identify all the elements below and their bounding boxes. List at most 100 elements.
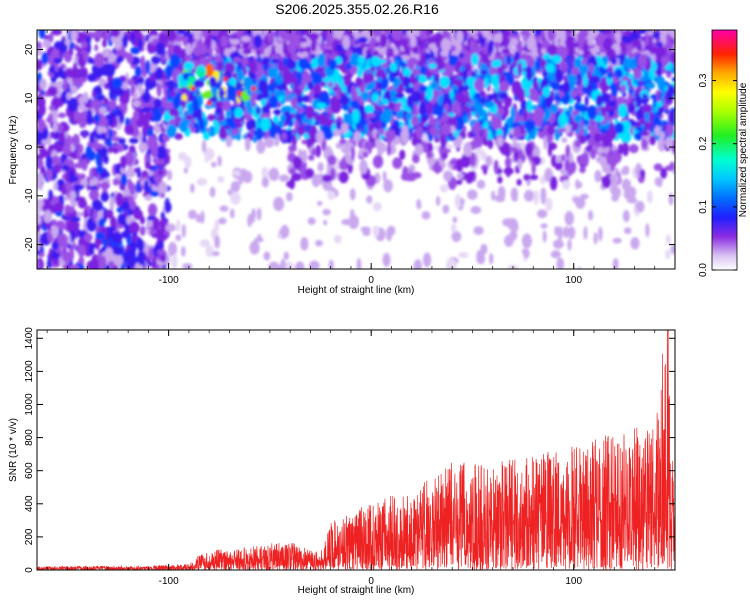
heatmap-cell — [466, 76, 477, 87]
heatmap-cell — [57, 112, 67, 119]
heatmap-cell — [561, 137, 568, 143]
heatmap-cell — [224, 117, 233, 127]
heatmap-cell — [572, 196, 580, 204]
heatmap-cell — [350, 99, 360, 110]
heatmap-cell — [393, 81, 399, 90]
heatmap-cell — [104, 30, 111, 41]
snr-y-axis-label: SNR (10 * v/v) — [8, 418, 19, 482]
heatmap-cell — [134, 65, 142, 78]
heatmap-cell — [537, 209, 548, 219]
heatmap-cell — [408, 64, 414, 71]
heatmap-cell — [308, 154, 315, 161]
heatmap-cell — [400, 128, 410, 144]
heatmap-cell — [622, 209, 630, 223]
heatmap-cell — [564, 123, 571, 134]
heatmap-cell — [623, 57, 634, 70]
heatmap-cell — [154, 66, 163, 81]
heatmap-cell — [543, 135, 548, 150]
heatmap-cell — [242, 48, 252, 55]
heatmap-hotspot — [251, 86, 257, 92]
heatmap-cell — [620, 168, 630, 176]
heatmap-cell — [504, 97, 512, 109]
heatmap-cell — [143, 115, 150, 130]
heatmap-cell — [342, 74, 352, 87]
heatmap-cell — [454, 193, 462, 209]
heatmap-cell — [282, 56, 288, 67]
heatmap-cell — [273, 196, 285, 212]
heatmap-cell — [168, 80, 175, 92]
heatmap-cell — [79, 67, 88, 79]
heatmap-cell — [146, 220, 155, 227]
heatmap-cell — [636, 39, 642, 52]
colorbar-tick-label: 0.2 — [698, 136, 709, 150]
heatmap-cell — [288, 178, 295, 190]
heatmap-cell — [356, 258, 362, 269]
heatmap-cell — [253, 34, 263, 49]
heatmap-cell — [166, 169, 173, 181]
heatmap-cell — [516, 178, 522, 186]
heatmap-cell — [37, 131, 42, 146]
heatmap-cell — [118, 137, 126, 145]
heatmap-cell — [665, 249, 671, 260]
heatmap-cell — [601, 92, 611, 103]
heatmap-cell — [161, 54, 166, 62]
heatmap-cell — [635, 200, 645, 213]
heatmap-cell — [261, 176, 270, 188]
heatmap-cell — [411, 46, 419, 54]
heatmap-cell — [353, 131, 361, 143]
heatmap-cell — [545, 197, 553, 212]
snr-series-line — [37, 330, 675, 570]
heatmap-cell — [564, 211, 575, 226]
heatmap-cell — [428, 63, 438, 69]
heatmap-cell — [601, 161, 609, 173]
heatmap-cell — [481, 53, 490, 66]
heatmap-cell — [440, 135, 447, 149]
heatmap-cell — [599, 124, 605, 130]
heatmap-cell — [155, 264, 161, 269]
snr-y-tick-label: 1000 — [24, 393, 35, 416]
heatmap-cell — [525, 55, 535, 69]
heatmap-cell — [119, 218, 128, 225]
heatmap-cell — [54, 64, 59, 72]
heatmap-cell — [562, 226, 570, 238]
heatmap-cell — [67, 97, 79, 113]
snr-y-tick-label: 600 — [24, 462, 35, 479]
heatmap-cell — [136, 76, 145, 85]
heatmap-cell — [145, 60, 151, 75]
heatmap-cell — [300, 42, 308, 48]
heatmap-cell — [343, 112, 350, 127]
heatmap-cell — [340, 123, 349, 134]
heatmap-cell — [285, 192, 293, 202]
heatmap-cell — [267, 30, 274, 43]
heatmap-cell — [497, 175, 503, 184]
heatmap-cell — [603, 55, 609, 65]
heatmap-cell — [156, 249, 167, 256]
heatmap-cell — [139, 225, 146, 236]
heatmap-cell — [144, 194, 153, 201]
heatmap-cell — [574, 140, 581, 148]
heatmap-cell — [64, 205, 76, 214]
heatmap-cell — [426, 150, 434, 159]
heatmap-cell — [626, 44, 633, 53]
heatmap-cell — [218, 125, 226, 140]
heatmap-cell — [61, 94, 68, 104]
heatmap-cell — [549, 176, 558, 191]
heatmap-cell — [70, 30, 78, 41]
heatmap-cell — [582, 73, 589, 88]
heatmap-y-tick-label: -20 — [24, 237, 35, 252]
heatmap-cell — [558, 127, 563, 134]
heatmap-cell — [145, 111, 153, 120]
heatmap-cell — [260, 98, 267, 107]
heatmap-cell — [573, 58, 582, 70]
heatmap-cell — [193, 30, 201, 39]
heatmap-cell — [524, 142, 533, 157]
heatmap-cell — [308, 32, 320, 41]
colorbar-tick-label: 0.3 — [698, 73, 709, 87]
heatmap-cell — [51, 30, 63, 36]
heatmap-cell — [377, 120, 382, 129]
heatmap-cell — [550, 55, 562, 64]
heatmap-cell — [69, 264, 80, 269]
heatmap-cell — [195, 39, 205, 55]
heatmap-cell — [371, 92, 380, 103]
heatmap-cell — [566, 160, 577, 175]
